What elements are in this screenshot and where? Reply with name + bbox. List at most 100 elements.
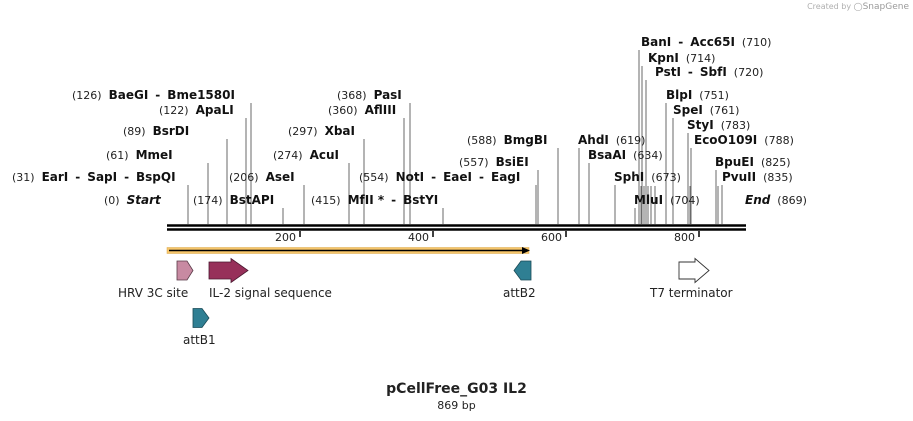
site-name: BpuEI bbox=[715, 155, 754, 169]
site-apali[interactable]: (122) ApaLI bbox=[159, 103, 234, 117]
site-asei[interactable]: (206) AseI bbox=[229, 170, 295, 184]
site-xbai[interactable]: (297) XbaI bbox=[288, 124, 355, 138]
site-position: (788) bbox=[764, 134, 794, 147]
site-position: (89) bbox=[123, 125, 146, 138]
site-eari-sapi-bspqi[interactable]: (31) EarI - SapI - BspQI bbox=[12, 170, 176, 184]
credit-prefix: Created by bbox=[807, 2, 852, 11]
attb2-arrow bbox=[513, 260, 532, 281]
site-name: BspQI bbox=[136, 170, 176, 184]
site-psti-sbfi[interactable]: PstI - SbfI (720) bbox=[655, 65, 763, 79]
site-position: (122) bbox=[159, 104, 189, 117]
site-name: BaeGI bbox=[109, 88, 149, 102]
site-separator: - bbox=[479, 170, 484, 184]
site-position: (126) bbox=[72, 89, 102, 102]
snapgene-credit: Created by ◯SnapGene bbox=[807, 2, 909, 12]
site-name: BsrDI bbox=[153, 124, 190, 138]
site-name: BstYI bbox=[403, 193, 438, 207]
site-separator: - bbox=[75, 170, 80, 184]
tick-label-800: 800 bbox=[674, 231, 695, 244]
snapgene-logo-icon: ◯ bbox=[853, 2, 863, 11]
site-position: (554) bbox=[359, 171, 389, 184]
site-name: AcuI bbox=[310, 148, 339, 162]
site-sphi[interactable]: SphI (673) bbox=[614, 170, 681, 184]
site-baegi-bme1580i[interactable]: (126) BaeGI - Bme1580I bbox=[72, 88, 235, 102]
site-bsrdi[interactable]: (89) BsrDI bbox=[123, 124, 189, 138]
map-title: pCellFree_G03 IL2 bbox=[386, 381, 527, 397]
site-position: (206) bbox=[229, 171, 259, 184]
site-name: BsiEI bbox=[496, 155, 529, 169]
site-name: Bme1580I bbox=[167, 88, 235, 102]
site-spei[interactable]: SpeI (761) bbox=[673, 103, 739, 117]
tick-label-600: 600 bbox=[541, 231, 562, 244]
site-pvuii[interactable]: PvuII (835) bbox=[722, 170, 793, 184]
site-name: SpeI bbox=[673, 103, 703, 117]
feature-hrv-3c-site[interactable]: HRV 3C site bbox=[118, 260, 194, 300]
tick-label-400: 400 bbox=[408, 231, 429, 244]
site-blpi[interactable]: BlpI (751) bbox=[666, 88, 729, 102]
site-bani-acc65i[interactable]: BanI - Acc65I (710) bbox=[641, 35, 771, 49]
site-position: (61) bbox=[106, 149, 129, 162]
site-name: AflIII bbox=[365, 103, 397, 117]
site-position: (274) bbox=[273, 149, 303, 162]
site-position: (174) bbox=[193, 194, 223, 207]
site-mlui[interactable]: MluI (704) bbox=[634, 193, 700, 207]
site-position: (835) bbox=[763, 171, 793, 184]
map-length: 869 bp bbox=[437, 399, 476, 412]
orf-arrow[interactable] bbox=[166, 247, 530, 254]
feature-il2-signal-sequence[interactable]: IL-2 signal sequence bbox=[208, 257, 332, 301]
t7-terminator-label: T7 terminator bbox=[649, 286, 733, 300]
site-end[interactable]: End (869) bbox=[745, 193, 807, 207]
site-bsiei[interactable]: (557) BsiEI bbox=[459, 155, 529, 169]
site-bsaai[interactable]: BsaAI (634) bbox=[588, 148, 663, 162]
site-name: SbfI bbox=[700, 65, 727, 79]
credit-brand: SnapGene bbox=[862, 2, 909, 12]
site-name: MfII * bbox=[348, 193, 385, 207]
site-position: (714) bbox=[686, 52, 716, 65]
site-start[interactable]: (0) Start bbox=[104, 193, 162, 207]
site-name: ApaLI bbox=[196, 103, 234, 117]
site-acui[interactable]: (274) AcuI bbox=[273, 148, 339, 162]
site-name: PstI bbox=[655, 65, 681, 79]
site-separator: - bbox=[678, 35, 683, 49]
hrv-3c-site-arrow bbox=[176, 260, 194, 281]
site-pasi[interactable]: (368) PasI bbox=[337, 88, 402, 102]
attb1-label: attB1 bbox=[183, 333, 216, 347]
site-name: BstAPI bbox=[230, 193, 275, 207]
site-name: PvuII bbox=[722, 170, 756, 184]
site-bpuei[interactable]: BpuEI (825) bbox=[715, 155, 791, 169]
site-bstapi[interactable]: (174) BstAPI bbox=[193, 193, 274, 207]
site-position: (783) bbox=[721, 119, 751, 132]
site-afliii[interactable]: (360) AflIII bbox=[328, 103, 396, 117]
site-name: EcoO109I bbox=[694, 133, 757, 147]
site-position: (415) bbox=[311, 194, 341, 207]
site-name: EaeI bbox=[443, 170, 472, 184]
site-position: (710) bbox=[742, 36, 772, 49]
site-name: BmgBI bbox=[504, 133, 548, 147]
site-name: StyI bbox=[687, 118, 714, 132]
site-separator: - bbox=[124, 170, 129, 184]
site-ecoo109i[interactable]: EcoO109I (788) bbox=[694, 133, 794, 147]
site-position: (825) bbox=[761, 156, 791, 169]
site-position: (751) bbox=[699, 89, 729, 102]
site-name: XbaI bbox=[325, 124, 355, 138]
site-mmei[interactable]: (61) MmeI bbox=[106, 148, 173, 162]
site-position: (588) bbox=[467, 134, 497, 147]
site-noti-eaei-eagi[interactable]: (554) NotI - EaeI - EagI bbox=[359, 170, 520, 184]
feature-t7-terminator[interactable]: T7 terminator bbox=[649, 257, 733, 301]
site-mfii-bstyi[interactable]: (415) MfII * - BstYI bbox=[311, 193, 438, 207]
site-bmgbi[interactable]: (588) BmgBI bbox=[467, 133, 547, 147]
tick-label-200: 200 bbox=[275, 231, 296, 244]
site-name: BlpI bbox=[666, 88, 692, 102]
site-separator: - bbox=[391, 193, 396, 207]
site-name: KpnI bbox=[648, 51, 679, 65]
site-separator: - bbox=[431, 170, 436, 184]
site-position: (619) bbox=[616, 134, 646, 147]
site-styi[interactable]: StyI (783) bbox=[687, 118, 750, 132]
feature-attb2[interactable]: attB2 bbox=[503, 260, 536, 300]
site-position: (869) bbox=[777, 194, 807, 207]
site-kpni[interactable]: KpnI (714) bbox=[648, 51, 715, 65]
feature-attb1[interactable]: attB1 bbox=[183, 308, 216, 348]
site-position: (0) bbox=[104, 194, 120, 207]
site-ahdi[interactable]: AhdI (619) bbox=[578, 133, 645, 147]
